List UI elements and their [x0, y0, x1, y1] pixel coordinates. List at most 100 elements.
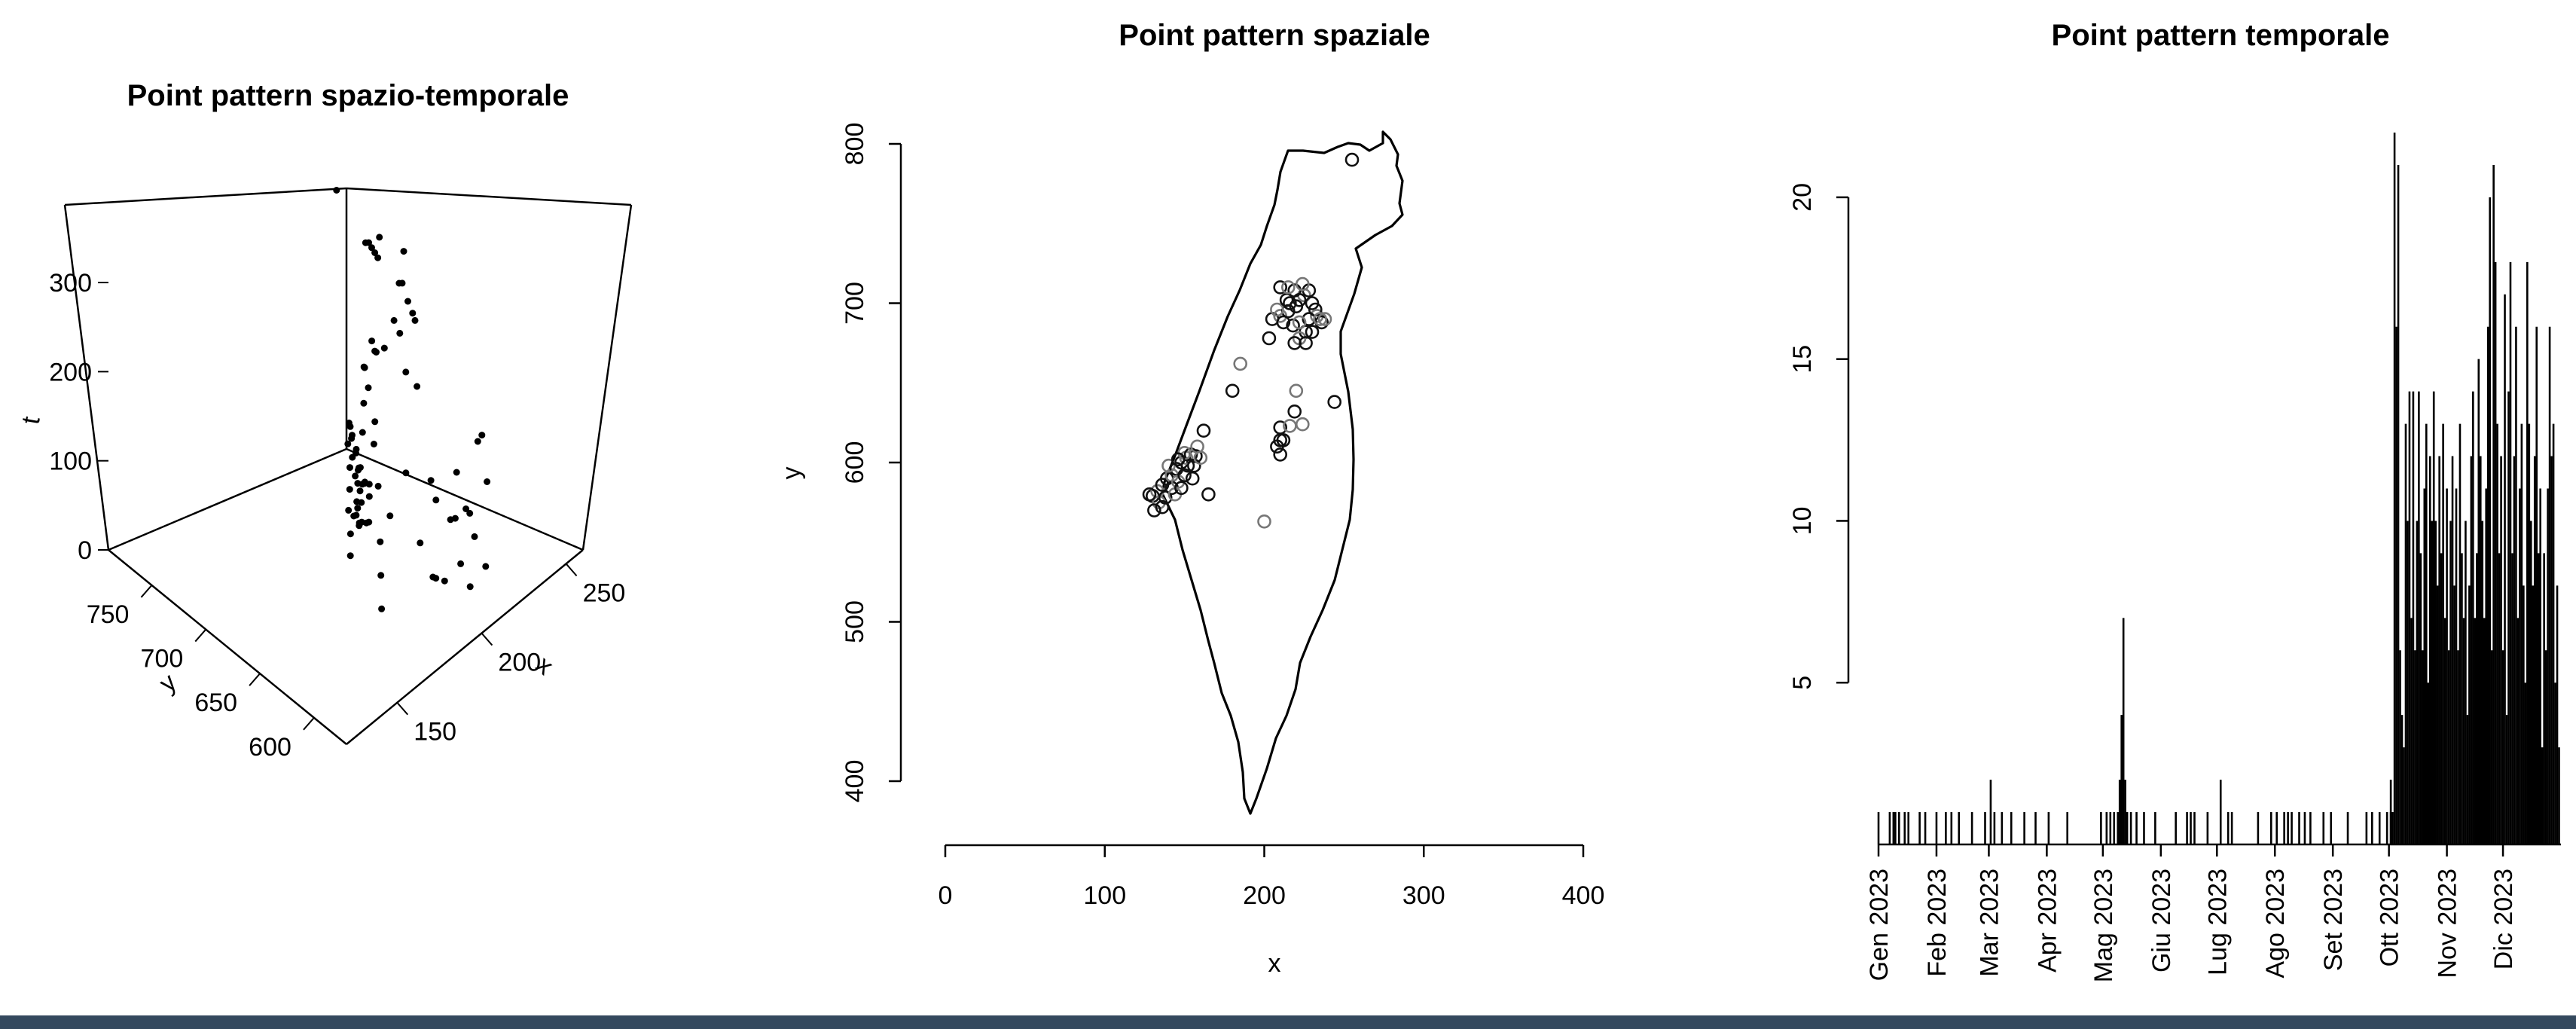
- panel-temporal-x-tick-label: Ott 2023: [2376, 869, 2404, 966]
- panel-spatial-point: [1147, 503, 1161, 518]
- panel-3d-y-tick: [194, 628, 207, 643]
- panel-spatial-y-label: y: [777, 467, 806, 480]
- panel-3d-point: [344, 440, 352, 447]
- panel-spatial-y-axis: 400 500 600 700 800: [841, 123, 902, 802]
- panel-3d-y-tick-label: 650: [194, 689, 237, 717]
- panel-spatial-point: [1155, 499, 1170, 514]
- panel-3d-y-tick: [303, 717, 315, 731]
- panel-3d-y-tick-label: 750: [87, 600, 130, 629]
- panel-spatial-point: [1305, 325, 1320, 339]
- panel-3d-point: [356, 487, 364, 495]
- panel-3d-box: [63, 187, 633, 745]
- panel-3d-z-tick-label: 100: [49, 447, 92, 476]
- panel-3d-x-tick-label: 150: [414, 718, 456, 747]
- panel-temporal-bars: [1877, 133, 2560, 844]
- panel-3d-y-tick: [140, 585, 153, 598]
- panel-3d-point: [466, 583, 474, 591]
- panel-spatial-x-tick-label: 300: [1402, 881, 1445, 910]
- panel-temporal-x-tick-label: Mar 2023: [1975, 869, 2004, 977]
- panel-3d-point: [377, 538, 384, 545]
- panel-spatial-point: [1289, 383, 1304, 398]
- panel-3d-point: [482, 563, 490, 570]
- panel-spatial-point: [1276, 315, 1291, 330]
- panel-3d-x-tick: [396, 702, 409, 716]
- panel-spatial-point: [1174, 481, 1189, 496]
- panel-3d-point: [352, 472, 359, 480]
- panel-3d-point: [368, 244, 375, 252]
- panel-3d-point: [358, 499, 365, 506]
- panel-spatial-x-tick-label: 200: [1243, 881, 1286, 910]
- panel-spatial-point: [1299, 336, 1313, 350]
- panel-3d-point: [376, 234, 383, 241]
- panel-3d-point: [409, 310, 417, 317]
- panel-3d-point: [474, 438, 481, 445]
- panel-spatial-point: [1313, 312, 1327, 326]
- panel-temporal-x-tick-label: Set 2023: [2319, 869, 2348, 971]
- panel-3d-point: [380, 344, 388, 352]
- panel-spatial-point: [1276, 433, 1291, 447]
- panel-spatial-point: [1180, 458, 1195, 473]
- panel-temporal-x-tick-label: Nov 2023: [2434, 869, 2462, 979]
- panel-3d-point: [356, 464, 362, 472]
- panel-3d-point: [362, 239, 369, 246]
- panel-3d-point: [346, 552, 354, 560]
- panel-3d-point: [402, 469, 410, 477]
- panel-3d-point: [386, 512, 394, 520]
- panel-temporal-x-axis: Gen 2023 Feb 2023 Mar 2023 Apr 2023 Mag 2023…: [1865, 843, 2561, 982]
- panel-spatial-point: [1233, 356, 1247, 371]
- panel-3d-point: [402, 368, 410, 376]
- panel-3d-z-axis: 0 100 200 300: [49, 269, 108, 565]
- panel-spatial-x-tick-label: 400: [1562, 881, 1605, 910]
- panel-3d-point: [333, 187, 340, 194]
- panel-3d-point: [373, 349, 380, 356]
- panel-spatial-point: [1262, 331, 1277, 346]
- panel-3d: Point pattern spazio-temporale 0 100 200 30…: [17, 79, 633, 762]
- panel-3d-point: [453, 469, 460, 476]
- panel-spatial-y-tick-label: 800: [841, 123, 869, 166]
- panel-3d-point: [427, 477, 435, 484]
- panel-3d-point: [365, 384, 372, 392]
- panel-3d-title: Point pattern spazio-temporale: [127, 79, 569, 112]
- panel-3d-y-tick-label: 600: [249, 733, 291, 762]
- panel-spatial-x-tick-label: 100: [1083, 881, 1126, 910]
- panel-spatial-point: [1158, 490, 1173, 505]
- panel-3d-point: [400, 248, 407, 255]
- panel-3d-z-tick-label: 300: [49, 269, 92, 298]
- panel-3d-z-label: t: [17, 414, 46, 426]
- panel-spatial-point: [1286, 318, 1300, 333]
- panel-3d-point: [447, 516, 454, 524]
- panel-3d-point: [466, 509, 474, 517]
- panel-3d-point: [484, 478, 491, 485]
- panel-spatial-point: [1292, 315, 1307, 330]
- panel-3d-y-tick: [249, 673, 261, 686]
- panel-3d-point: [346, 530, 354, 538]
- panel-3d-point: [346, 423, 354, 430]
- panel-spatial-x-tick-label: 0: [939, 881, 953, 910]
- panel-spatial-point: [1170, 452, 1186, 467]
- panel-spatial-point: [1190, 439, 1204, 454]
- panel-spatial-point: [1185, 471, 1200, 486]
- panel-3d-x-tick: [481, 632, 493, 646]
- panel-3d-point: [365, 493, 373, 500]
- panel-spatial-point: [1201, 487, 1216, 502]
- region-outline: [1161, 130, 1404, 815]
- panel-3d-point: [398, 279, 406, 287]
- panel-3d-point: [359, 429, 366, 436]
- panel-spatial-y-tick-label: 600: [841, 441, 869, 484]
- panel-spatial-point: [1287, 404, 1302, 419]
- panel-temporal-title: Point pattern temporale: [2052, 19, 2390, 52]
- panel-temporal-y-tick-label: 15: [1788, 345, 1817, 374]
- panel-3d-x-tick-label: 200: [498, 649, 541, 677]
- window-bottom-bar: [0, 1015, 2576, 1029]
- panel-3d-point: [462, 505, 470, 512]
- panel-spatial-point: [1283, 296, 1297, 310]
- panel-3d-point: [432, 575, 440, 582]
- panel-3d-point: [441, 577, 448, 585]
- panel-spatial-point: [1257, 514, 1271, 529]
- panel-spatial-point: [1296, 417, 1310, 432]
- panel-temporal-x-tick-label: Lug 2023: [2203, 869, 2232, 976]
- panel-3d-y-tick-label: 700: [141, 645, 184, 673]
- panel-temporal: Point pattern temporale 5 10 15 20 Gen 2023…: [1788, 19, 2561, 982]
- panel-3d-point: [346, 464, 353, 472]
- panel-3d-point: [370, 441, 377, 447]
